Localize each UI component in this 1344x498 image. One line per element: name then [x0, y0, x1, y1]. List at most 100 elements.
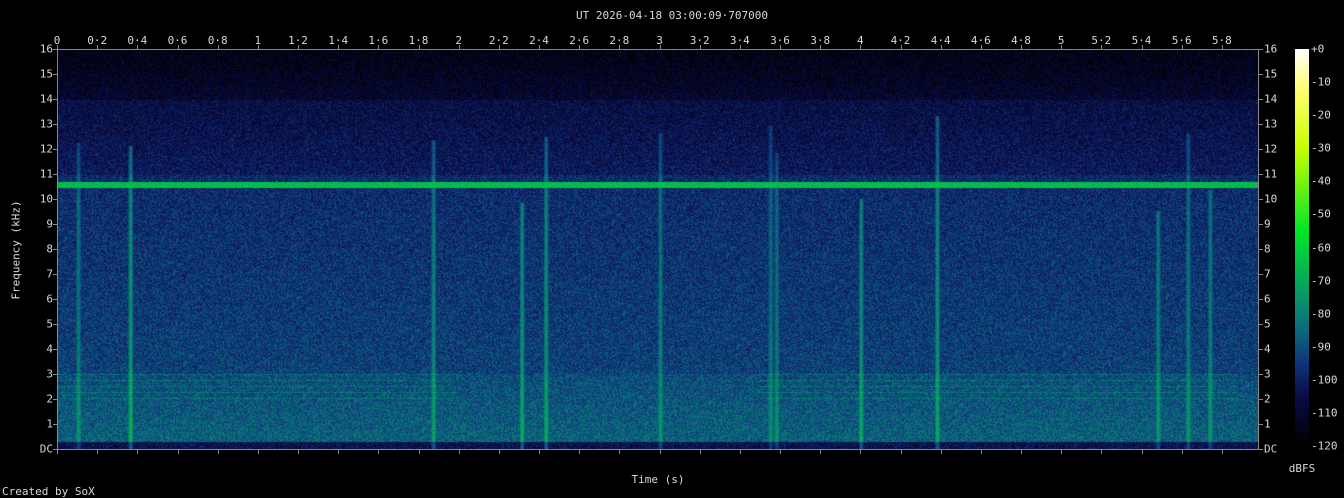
x-tick-label: 0·4	[127, 34, 148, 47]
x-tick-bottom	[900, 450, 902, 454]
y-tick-right	[1259, 124, 1263, 125]
y-tick-left	[53, 299, 57, 300]
colorbar-tick-label: +0	[1311, 42, 1325, 56]
x-tick-label: 1·6	[368, 34, 389, 47]
y-tick-left	[53, 74, 57, 75]
y-tick-right	[1259, 349, 1263, 350]
x-tick-bottom	[619, 450, 621, 454]
x-tick-label: 4	[857, 34, 864, 47]
x-tick-top	[619, 45, 621, 49]
x-tick-label: 4·4	[930, 34, 951, 47]
y-tick-left	[53, 449, 57, 450]
y-tick-label-right: 15	[1264, 67, 1278, 81]
x-tick-label: 1·2	[288, 34, 308, 47]
spectrogram-heatmap	[58, 50, 1258, 449]
y-tick-label-right: 7	[1264, 267, 1271, 281]
colorbar-tick-label: -110	[1311, 406, 1338, 420]
y-tick-label-right: 5	[1264, 317, 1271, 331]
x-tick-bottom	[699, 450, 701, 454]
y-tick-right	[1259, 324, 1263, 325]
y-tick-right	[1259, 224, 1263, 225]
y-tick-left	[53, 399, 57, 400]
y-tick-left	[53, 324, 57, 325]
x-tick-bottom	[458, 450, 460, 454]
x-tick-label: 2·4	[529, 34, 549, 47]
y-tick-label-left: 2	[46, 392, 53, 406]
y-tick-right	[1259, 249, 1263, 250]
y-tick-right	[1259, 424, 1263, 425]
y-tick-right	[1259, 49, 1263, 50]
colorbar-tick-label: -50	[1311, 207, 1331, 221]
y-tick-label-right: 13	[1264, 117, 1278, 131]
x-tick-bottom	[860, 450, 862, 454]
y-tick-label-right: 3	[1264, 367, 1271, 381]
x-tick-bottom	[137, 450, 139, 454]
colorbar-tick-label: -90	[1311, 340, 1331, 354]
y-tick-label-left: 6	[46, 292, 53, 306]
y-tick-left	[53, 374, 57, 375]
colorbar-tick-label: -30	[1311, 141, 1331, 155]
x-tick-top	[57, 45, 58, 49]
colorbar-tick-label: -70	[1311, 274, 1331, 288]
x-tick-label: 0·8	[207, 34, 228, 47]
y-tick-right	[1259, 99, 1263, 100]
x-tick-top	[1061, 45, 1063, 49]
x-tick-bottom	[980, 450, 982, 454]
x-tick-top	[458, 45, 460, 49]
y-tick-right	[1259, 449, 1263, 450]
y-tick-left	[53, 224, 57, 225]
x-tick-bottom	[217, 450, 219, 454]
y-tick-label-left: 4	[46, 342, 53, 356]
y-tick-label-right: 6	[1264, 292, 1271, 306]
colorbar	[1295, 49, 1309, 446]
x-tick-bottom	[257, 450, 259, 454]
y-tick-left	[53, 349, 57, 350]
x-tick-top	[900, 45, 902, 49]
y-tick-right	[1259, 399, 1263, 400]
x-tick-bottom	[1021, 450, 1022, 454]
x-tick-top	[378, 45, 380, 49]
colorbar-tick-label: -120	[1311, 439, 1338, 453]
y-tick-label-left: 8	[46, 242, 53, 256]
y-tick-label-left: 11	[39, 167, 53, 181]
y-tick-label-left: 7	[46, 267, 53, 281]
y-tick-label-right: 12	[1264, 142, 1278, 156]
x-tick-top	[659, 45, 661, 49]
colorbar-tick-label: -60	[1311, 241, 1331, 254]
colorbar-label: dBFS	[1288, 462, 1316, 475]
colorbar-tick-label: -100	[1311, 373, 1338, 387]
x-tick-top	[780, 45, 781, 49]
x-tick-label: 2·2	[488, 34, 509, 47]
x-tick-label: 0·2	[87, 34, 108, 47]
x-tick-top	[1181, 45, 1183, 49]
x-tick-label: 3·4	[729, 34, 750, 47]
y-tick-label-left: 14	[39, 92, 53, 106]
x-tick-label: 3·2	[689, 34, 710, 47]
y-tick-right	[1259, 199, 1263, 200]
y-tick-label-right: 1	[1264, 417, 1271, 431]
y-tick-left	[53, 49, 57, 50]
x-tick-label: 0	[53, 34, 61, 47]
x-tick-bottom	[418, 450, 420, 454]
y-tick-left	[53, 424, 57, 425]
y-tick-label-left: 16	[39, 42, 53, 56]
y-tick-right	[1259, 174, 1263, 175]
x-tick-label: 5·4	[1131, 34, 1152, 47]
x-tick-top	[338, 45, 340, 49]
y-tick-label-right: 4	[1264, 342, 1271, 356]
x-tick-label: 3·6	[770, 34, 790, 47]
plot-frame	[57, 49, 1259, 450]
x-tick-label: 4·6	[970, 34, 991, 47]
x-tick-bottom	[1061, 450, 1063, 454]
x-tick-label: 4·2	[890, 34, 911, 47]
colorbar-tick-label: -20	[1311, 108, 1331, 122]
x-tick-top	[298, 45, 299, 49]
y-tick-label-left: 15	[39, 67, 53, 81]
x-tick-top	[579, 45, 581, 49]
colorbar-tick-label: -80	[1311, 307, 1331, 321]
x-tick-bottom	[1101, 450, 1103, 454]
x-tick-bottom	[378, 450, 380, 454]
y-tick-left	[53, 124, 57, 125]
y-axis-label: Frequency (kHz)	[9, 200, 23, 300]
y-tick-label-right: 14	[1264, 92, 1278, 106]
